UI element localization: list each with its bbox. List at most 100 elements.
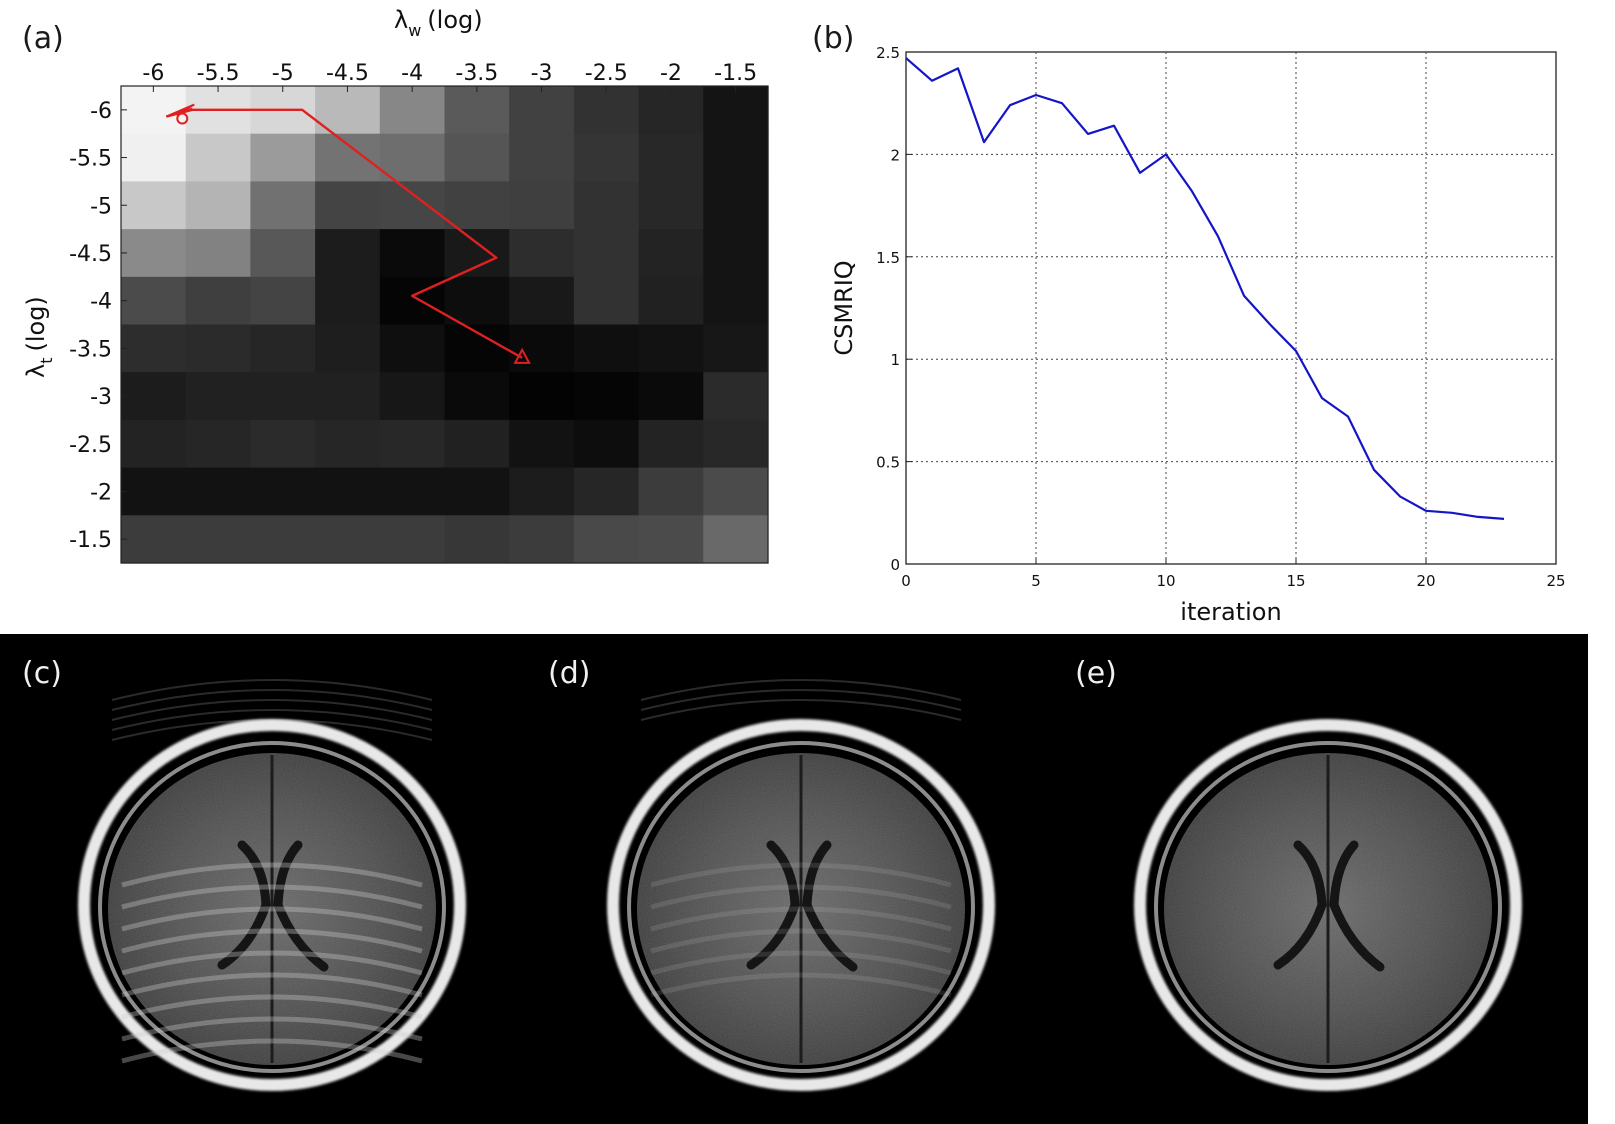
mri-stripe-artifact: [121, 906, 423, 932]
heatmap-cell: [573, 324, 640, 373]
heatmap-cell: [444, 229, 510, 278]
mri-stripe-artifact: [121, 862, 423, 888]
heatmap-cell: [250, 324, 316, 373]
heatmap-cell: [379, 276, 446, 326]
heatmap-cell: [315, 372, 381, 421]
heatmap-cell: [185, 229, 251, 278]
heatmap-cell: [444, 515, 510, 564]
heatmap-cell: [185, 324, 251, 373]
heatmap-cell: [315, 419, 381, 469]
heatmap-cells: [120, 85, 769, 564]
heatmap-cell: [573, 86, 640, 135]
line-x-tick-label: 20: [1416, 572, 1435, 590]
heatmap-y-tick-label: -3.5: [69, 337, 112, 362]
heatmap-y-tick-label: -6: [90, 99, 112, 124]
mri-stripe-artifact: [650, 972, 952, 998]
heatmap-cell: [379, 467, 446, 516]
search-path-start-marker: [176, 112, 189, 125]
heatmap-x-axis-title: λw (log): [394, 6, 483, 40]
heatmap-cell: [185, 419, 251, 469]
heatmap-cell: [315, 467, 381, 516]
mri-stripe-artifact: [121, 928, 423, 954]
heatmap-cell: [573, 229, 640, 278]
heatmap-cell: [703, 467, 769, 516]
panel-a-heatmap: (a) λw (log) λt(log) -6 -5.5 -5 -4.5 -4 -3.5 -3…: [22, 6, 769, 564]
heatmap-cell: [121, 467, 187, 516]
heatmap-cell: [185, 133, 251, 182]
heatmap-cell: [638, 467, 704, 516]
heatmap-cell: [315, 133, 381, 182]
heatmap-cell: [121, 324, 187, 373]
mri-ventricles: [217, 840, 329, 972]
heatmap-cell: [379, 515, 446, 564]
heatmap-cell: [573, 419, 640, 469]
mri-ring-artifact: [111, 689, 433, 711]
heatmap-cell: [121, 276, 187, 326]
heatmap-cell: [250, 515, 316, 564]
line-chart-series: [905, 57, 1505, 520]
heatmap-cell: [703, 229, 769, 278]
heatmap-cell: [315, 181, 381, 230]
heatmap-cell: [703, 86, 769, 135]
mri-panel: (c): [22, 656, 466, 1091]
mri-skull: [627, 741, 975, 1073]
mri-scalp: [78, 719, 466, 1091]
heatmap-frame: [120, 85, 769, 564]
mri-ring-artifact: [640, 699, 962, 721]
mri-panel-label: (d): [548, 656, 590, 691]
heatmap-cell: [509, 467, 575, 516]
heatmap-y-tick-label: -4: [90, 290, 112, 315]
heatmap-cell: [638, 324, 704, 373]
heatmap-cell: [703, 276, 769, 326]
heatmap-cell: [573, 515, 640, 564]
heatmap-y-tick-label: -5.5: [69, 147, 112, 172]
heatmap-cell: [379, 324, 446, 373]
heatmap-search-path: [165, 103, 531, 364]
heatmap-cell: [250, 419, 316, 469]
heatmap-cell: [379, 181, 446, 230]
heatmap-cell: [444, 372, 510, 421]
heatmap-cell: [638, 133, 704, 182]
heatmap-cell: [379, 86, 446, 135]
heatmap-cell: [185, 181, 251, 230]
mri-ring-artifact: [111, 679, 433, 701]
heatmap-cell: [703, 324, 769, 373]
heatmap-cell: [703, 133, 769, 182]
heatmap-cell: [573, 372, 640, 421]
heatmap-cell: [121, 86, 187, 135]
mri-panel: (d): [548, 656, 995, 1091]
heatmap-cell: [185, 467, 251, 516]
heatmap-cell: [250, 276, 316, 326]
line-x-tick-label: 5: [1031, 572, 1041, 590]
mri-stripe-artifact: [650, 862, 952, 888]
mri-skull: [98, 741, 446, 1073]
heatmap-cell: [444, 276, 510, 326]
heatmap-cell: [185, 276, 251, 326]
heatmap-cell: [121, 181, 187, 230]
heatmap-x-tick-label: -3.5: [455, 61, 498, 86]
line-x-tick-label: 0: [901, 572, 911, 590]
heatmap-cell: [573, 467, 640, 516]
heatmap-x-tick-label: -5: [272, 61, 294, 86]
heatmap-cell: [573, 133, 640, 182]
heatmap-cell: [509, 133, 575, 182]
search-path-start-loop: [165, 103, 195, 118]
panel-b-line-chart: (b) 0 5 10 15 20 25 0 0.5 1 1.5 2 2.5 iteration CS…: [812, 21, 1566, 626]
heatmap-cell: [509, 229, 575, 278]
heatmap-cell: [638, 276, 704, 326]
heatmap-cell: [509, 419, 575, 469]
heatmap-y-ticks: -6 -5.5 -5 -4.5 -4 -3.5 -3 -2.5 -2 -1.5: [69, 99, 127, 553]
heatmap-cell: [250, 467, 316, 516]
heatmap-cell: [509, 372, 575, 421]
line-x-tick-label: 15: [1286, 572, 1305, 590]
line-x-tick-label: 10: [1156, 572, 1175, 590]
line-chart-y-axis-title: CSMRIQ: [830, 260, 858, 355]
heatmap-cell: [638, 86, 704, 135]
mri-stripe-artifact: [650, 950, 952, 976]
heatmap-cell: [638, 419, 704, 469]
line-y-tick-label: 2.5: [876, 44, 900, 62]
panel-label-b: (b): [812, 21, 854, 56]
line-y-tick-label: 1.5: [876, 249, 900, 267]
heatmap-cell: [573, 276, 640, 326]
